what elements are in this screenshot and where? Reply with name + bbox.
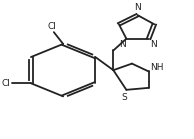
Text: S: S bbox=[121, 93, 127, 102]
Text: Cl: Cl bbox=[1, 79, 10, 88]
Text: NH: NH bbox=[150, 63, 164, 72]
Text: N: N bbox=[119, 40, 126, 49]
Text: N: N bbox=[151, 40, 157, 49]
Text: N: N bbox=[134, 3, 141, 13]
Text: Cl: Cl bbox=[48, 22, 56, 31]
